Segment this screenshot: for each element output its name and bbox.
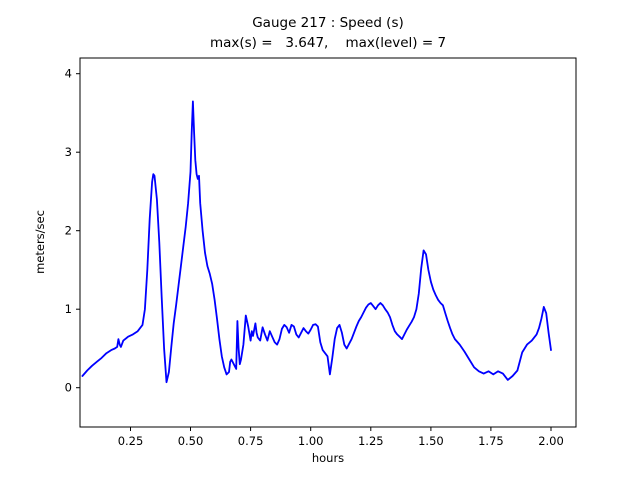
x-tick-label: 0.25 bbox=[118, 434, 144, 448]
axes-frame bbox=[79, 57, 577, 428]
x-tick-label: 1.00 bbox=[298, 434, 324, 448]
chart-subtitle: max(s) = 3.647, max(level) = 7 bbox=[210, 35, 446, 51]
x-tick-label: 1.50 bbox=[418, 434, 444, 448]
chart-title: Gauge 217 : Speed (s) bbox=[252, 15, 404, 31]
y-tick-label: 0 bbox=[65, 381, 72, 395]
y-tick-label: 3 bbox=[65, 145, 72, 159]
x-tick-label: 2.00 bbox=[538, 434, 564, 448]
x-tick-label: 1.75 bbox=[478, 434, 504, 448]
y-tick-label: 2 bbox=[65, 224, 72, 238]
x-tick-label: 1.25 bbox=[358, 434, 384, 448]
y-tick-label: 4 bbox=[65, 67, 72, 81]
speed-series-line bbox=[81, 100, 552, 384]
x-tick-label: 0.75 bbox=[238, 434, 264, 448]
plot-area: 0.25 0.50 0.75 1.00 1.25 1.50 1.75 2.00 0 1 2 3 4 bbox=[65, 57, 577, 448]
y-axis-label: meters/sec bbox=[33, 210, 47, 274]
y-tick-label: 1 bbox=[65, 302, 72, 316]
x-axis-label: hours bbox=[312, 451, 344, 465]
x-tick-label: 0.50 bbox=[178, 434, 204, 448]
